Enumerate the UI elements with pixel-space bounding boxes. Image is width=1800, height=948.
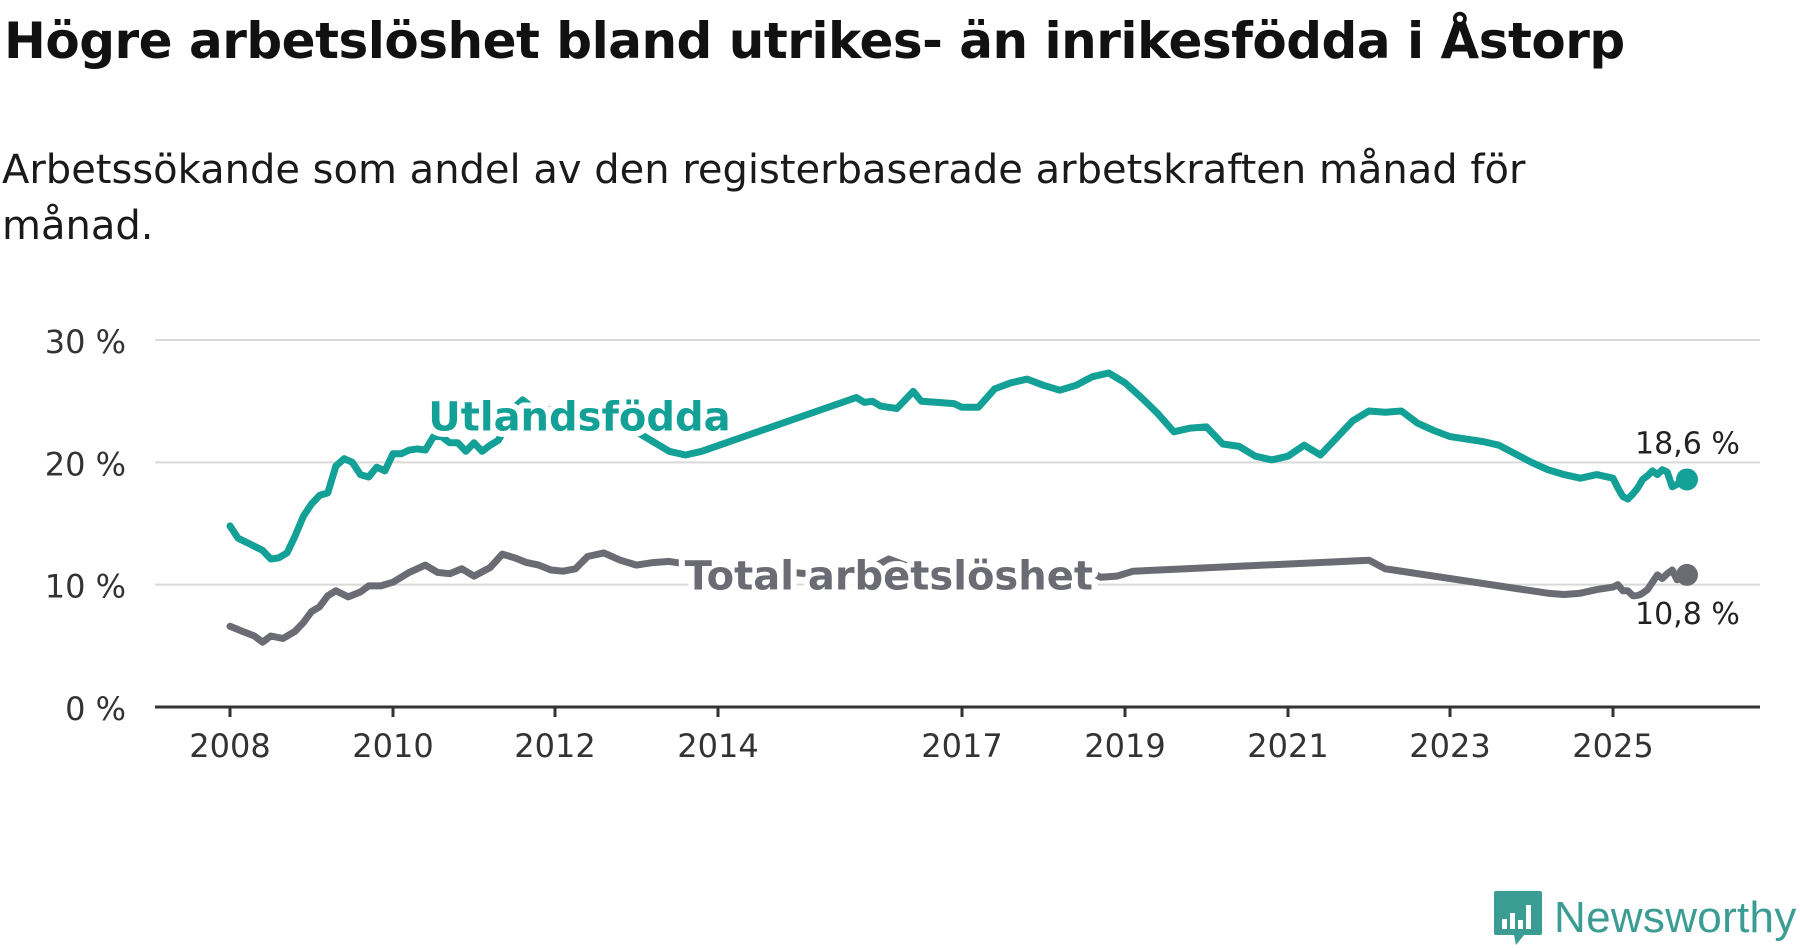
series-line-total-arbetslöshet	[226, 549, 1691, 646]
end-marker-total-arbetslöshet	[1676, 563, 1698, 586]
x-tick-label: 2017	[921, 727, 1002, 765]
series-line-utlandsfödda	[226, 369, 1691, 563]
x-tick-label: 2008	[189, 727, 270, 765]
y-tick-label: 0 %	[65, 690, 126, 728]
page-title: Högre arbetslöshet bland utrikes- än inr…	[4, 12, 1625, 70]
x-tick-label: 2021	[1247, 727, 1328, 765]
end-marker-utlandsfödda	[1676, 468, 1698, 491]
x-tick-label: 2025	[1572, 727, 1653, 765]
x-axis: 2008 2010 2012 2014 2017 2019 2021 2023 2025	[155, 705, 1760, 765]
x-tick-label: 2010	[352, 727, 433, 765]
x-tick-label: 2014	[677, 727, 758, 765]
series-label-total-arbetslöshet: Total arbetslöshet	[685, 554, 1093, 600]
y-tick-label: 30 %	[45, 323, 126, 361]
series-label-utlandsfödda: Utlandsfödda	[428, 395, 730, 441]
x-tick-label: 2019	[1084, 727, 1165, 765]
chart-grid	[155, 339, 1760, 586]
x-tick-label: 2012	[514, 727, 595, 765]
y-tick-label: 10 %	[45, 568, 126, 606]
end-value-label: 10,8 %	[1635, 597, 1740, 632]
page-subtitle: Arbetssökande som andel av den registerb…	[2, 147, 1526, 249]
series-layer	[226, 369, 1698, 646]
x-tick-label: 2023	[1409, 727, 1490, 765]
bar-chart-icon	[1494, 891, 1542, 945]
newsworthy-logo: Newsworthy	[1492, 888, 1797, 948]
y-axis: 0 % 10 % 20 % 30 %	[45, 323, 126, 728]
y-tick-label: 20 %	[45, 445, 126, 483]
label-layer: 18,6 % Utlandsfödda 10,8 % Total arbetslösh…	[422, 389, 1744, 636]
brand-name: Newsworthy	[1554, 893, 1797, 942]
end-value-label: 18,6 %	[1635, 426, 1740, 461]
